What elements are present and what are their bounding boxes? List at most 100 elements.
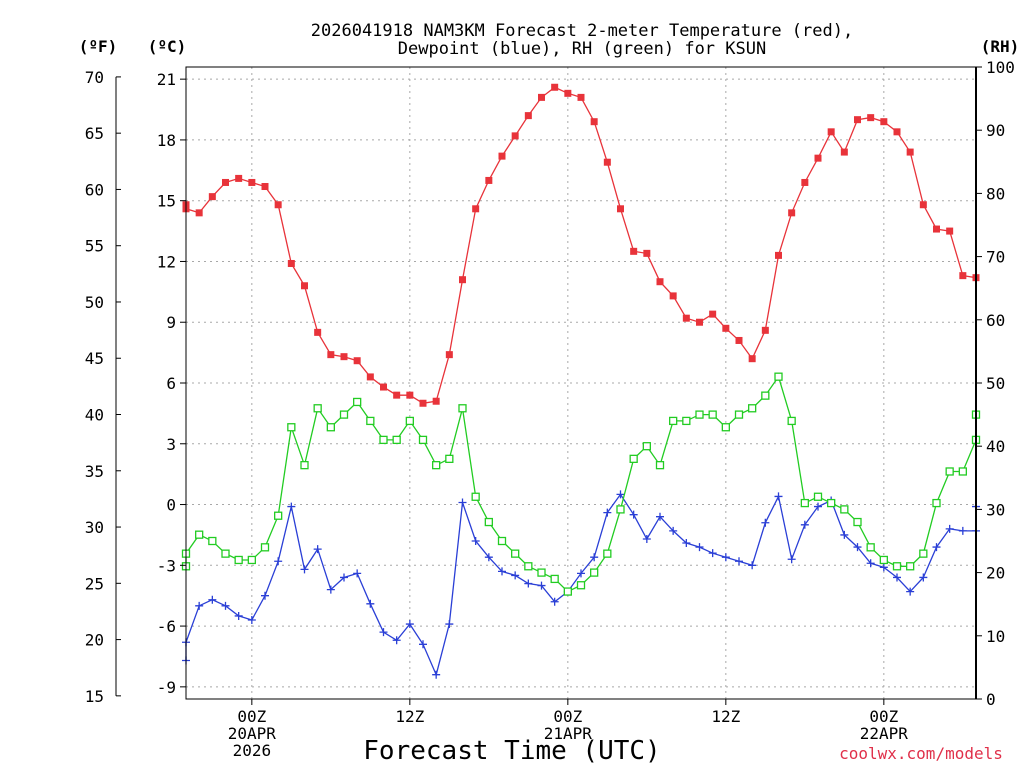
dewpoint-point (761, 518, 770, 527)
rh-point (774, 372, 783, 381)
2-meter-temperature-point (722, 324, 730, 332)
fahrenheit-tick-label: 35 (85, 462, 104, 481)
fahrenheit-tick-label: 65 (85, 124, 104, 143)
dewpoint-point (471, 537, 480, 545)
dewpoint-point (340, 573, 348, 582)
rh-point (695, 410, 704, 419)
dewpoint-point (800, 520, 809, 529)
celsius-tick-label: 0 (166, 496, 176, 515)
rh-point (484, 517, 493, 527)
x-tick-label: 12Z (395, 707, 424, 726)
plot-frame (185, 66, 977, 700)
2-meter-temperature-point (459, 276, 466, 284)
chart-title-line2: Dewpoint (blue), RH (green) for KSUN (398, 39, 766, 59)
2-meter-temperature-point (761, 326, 769, 334)
dewpoint-point (787, 555, 796, 564)
dewpoint-point (445, 620, 454, 629)
dewpoint-point (458, 498, 467, 507)
dewpoint-point (524, 579, 533, 588)
dewpoint-point (261, 591, 269, 600)
rh-point (813, 492, 823, 501)
rh-point (563, 587, 572, 596)
dewpoint-point (853, 543, 862, 552)
2-meter-temperature-point (538, 93, 545, 101)
2-meter-temperature-series (182, 83, 980, 407)
rh-tick-label: 10 (986, 627, 1005, 646)
rh-point (511, 549, 520, 558)
rh-point (827, 498, 836, 508)
chart-title-line1: 2026041918 NAM3KM Forecast 2-meter Tempe… (311, 21, 853, 41)
rh-point (853, 517, 862, 527)
dewpoint-point (932, 543, 941, 552)
2-meter-temperature-point (274, 201, 282, 209)
2-meter-temperature-point (590, 118, 598, 126)
dewpoint-point (300, 565, 309, 574)
2-meter-temperature-point (524, 112, 532, 120)
rh-point (366, 416, 375, 426)
rh-point (945, 467, 954, 476)
2-meter-temperature-point (498, 152, 506, 160)
2-meter-temperature-point (656, 278, 664, 286)
dewpoint-point (642, 534, 651, 543)
dewpoint-point (695, 543, 704, 552)
2-meter-temperature-point (406, 391, 414, 399)
2-meter-temperature-point (327, 351, 335, 359)
fahrenheit-unit-label: (ºF) (79, 37, 118, 56)
dewpoint-point (577, 569, 585, 578)
dewpoint-point (274, 557, 283, 566)
rh-line (185, 375, 977, 593)
celsius-tick-label: 12 (157, 252, 176, 271)
rh-point (379, 435, 388, 445)
2-meter-temperature-point (472, 205, 480, 213)
x-tick-label: 00Z (869, 707, 898, 726)
credit-label: coolwx.com/models (839, 744, 1003, 763)
rh-point (524, 562, 533, 571)
dewpoint-point (287, 502, 296, 511)
dewpoint-point (484, 553, 493, 562)
dewpoint-point (879, 563, 888, 572)
dewpoint-point (721, 553, 730, 562)
2-meter-temperature-point (630, 247, 638, 255)
rh-point (392, 435, 401, 445)
2-meter-temperature-point (340, 353, 348, 361)
rh-point (906, 562, 915, 571)
dewpoint-point (919, 573, 928, 582)
rh-series (181, 372, 981, 596)
dewpoint-point (353, 569, 362, 578)
fahrenheit-tick-label: 45 (85, 349, 104, 368)
2-meter-temperature-line (185, 86, 977, 404)
2-meter-temperature-point (709, 310, 717, 318)
fahrenheit-tick-label: 50 (85, 293, 104, 312)
rh-point (655, 461, 665, 470)
dewpoint-point (945, 524, 954, 533)
rh-point (300, 461, 309, 470)
2-meter-temperature-point (696, 318, 703, 326)
rh-point (208, 536, 217, 546)
rh-point (800, 498, 809, 508)
2-meter-temperature-point (775, 251, 782, 259)
2-meter-temperature-point (222, 178, 229, 186)
dewpoint-point (208, 595, 217, 604)
x-tick-label: 12Z (711, 707, 740, 726)
rh-point (550, 574, 559, 584)
celsius-tick-label: -3 (157, 556, 176, 575)
fahrenheit-tick-label: 70 (85, 68, 104, 87)
ticks-layer: 211815129630-3-6-97065605550454035302520… (85, 58, 1015, 760)
dewpoint-point (247, 616, 256, 624)
rh-point (708, 410, 717, 419)
2-meter-temperature-point (353, 357, 361, 365)
2-meter-temperature-point (314, 328, 322, 336)
rh-point (958, 467, 967, 476)
2-meter-temperature-point (893, 128, 901, 136)
dewpoint-point (195, 601, 204, 610)
rh-point (879, 555, 888, 565)
rh-point (247, 555, 256, 565)
celsius-tick-label: 3 (166, 435, 176, 454)
celsius-tick-label: 18 (157, 131, 176, 150)
rh-point (932, 498, 941, 508)
2-meter-temperature-point (933, 225, 940, 233)
rh-point (458, 404, 467, 413)
rh-point (418, 435, 428, 445)
celsius-tick-label: 21 (157, 70, 176, 89)
rh-point (748, 404, 757, 413)
